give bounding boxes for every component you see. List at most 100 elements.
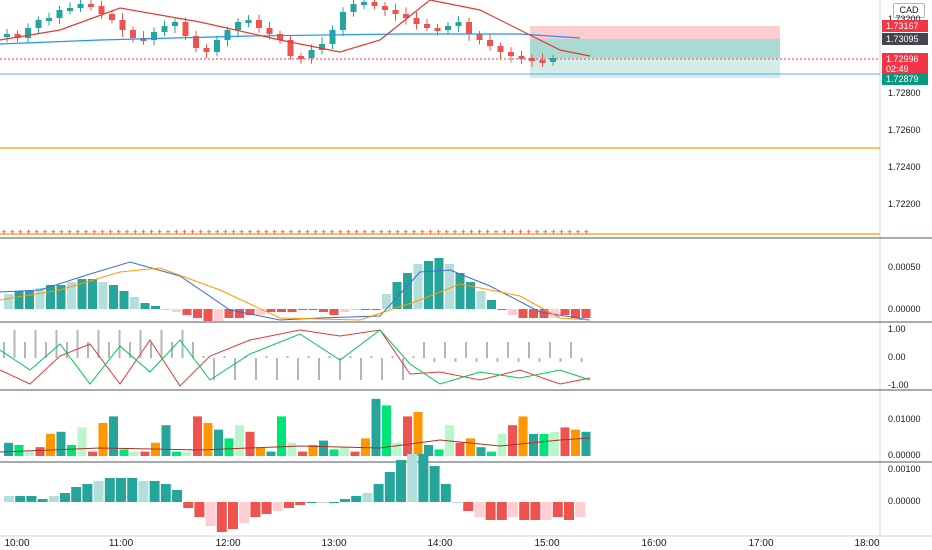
macd-bar	[424, 261, 433, 309]
marker-cross: +	[575, 227, 580, 237]
candle	[46, 18, 52, 21]
osc-bar	[71, 487, 82, 502]
volume-bar	[550, 431, 559, 456]
osc-bar	[519, 502, 530, 520]
volume-bar	[508, 425, 517, 456]
volume-bar	[455, 442, 465, 456]
candle	[182, 22, 189, 36]
osc-bar	[418, 454, 429, 502]
marker-cross: +	[124, 227, 129, 237]
macd-bar	[287, 309, 297, 312]
volume-bar	[182, 451, 192, 456]
stoch-d-line	[0, 329, 591, 385]
osc-bar	[317, 502, 328, 503]
marker-cross: +	[26, 227, 31, 237]
bar-countdown: 02:49	[886, 64, 909, 74]
macd-bar	[539, 309, 549, 318]
osc-bar	[26, 496, 37, 502]
time-label: 10:00	[4, 538, 30, 549]
price-label: 1.72400	[888, 162, 921, 172]
volume-bar	[434, 449, 444, 456]
candle	[203, 48, 210, 52]
macd-bar	[151, 306, 160, 309]
candle	[382, 6, 388, 10]
stop-loss-zone	[530, 26, 780, 39]
marker-cross: +	[190, 227, 195, 237]
macd-bar	[329, 309, 339, 315]
candle	[487, 40, 493, 46]
candle	[298, 56, 304, 59]
candle	[392, 10, 399, 14]
time-label: 14:00	[427, 538, 453, 549]
candle	[497, 46, 504, 52]
volume-bar	[277, 416, 286, 456]
marker-cross: +	[272, 227, 277, 237]
marker-cross: +	[141, 227, 146, 237]
candle	[508, 52, 514, 56]
candle	[161, 26, 168, 32]
ma-price-tag: 1.73095	[882, 33, 928, 45]
time-label: 15:00	[534, 538, 560, 549]
osc-bar	[351, 496, 362, 502]
time-label: 17:00	[748, 538, 774, 549]
macd-bar	[529, 309, 538, 318]
candle	[340, 12, 346, 30]
take-profit-price-tag: 1.72879	[882, 73, 928, 85]
macd-bar	[571, 309, 580, 318]
price-label: 1.72800	[888, 88, 921, 98]
candle	[235, 22, 241, 30]
volume-bar	[340, 447, 349, 456]
marker-cross: +	[493, 227, 498, 237]
volume-bar	[203, 423, 213, 456]
marker-cross: +	[231, 227, 236, 237]
candle	[550, 58, 556, 62]
volume-bar	[224, 438, 234, 456]
osc-bar	[541, 502, 552, 520]
candle	[119, 20, 126, 30]
marker-cross: +	[42, 227, 47, 237]
marker-cross: +	[108, 227, 113, 237]
volume-bar	[371, 398, 381, 456]
volume-bar	[413, 412, 423, 456]
marker-cross: +	[461, 227, 466, 237]
candle	[224, 30, 231, 40]
volume-bar	[403, 416, 412, 456]
candle	[35, 20, 42, 28]
marker-cross: +	[518, 227, 523, 237]
macd-bar	[518, 309, 528, 318]
macd-bar	[455, 273, 465, 309]
marker-cross: +	[379, 227, 384, 237]
marker-cross: +	[223, 227, 228, 237]
marker-cross: +	[182, 227, 187, 237]
time-label: 16:00	[641, 538, 667, 549]
macd-bar	[403, 273, 412, 309]
osc-bar	[429, 466, 440, 502]
osc-bar	[15, 496, 26, 502]
marker-cross: +	[149, 227, 154, 237]
candle	[25, 28, 31, 38]
osc-bar	[474, 502, 485, 517]
volume-bar	[392, 442, 402, 456]
marker-cross: +	[247, 227, 252, 237]
volume-bar	[319, 440, 328, 456]
osc-bar	[373, 484, 384, 502]
macd-bar	[434, 258, 444, 309]
macd-bar	[203, 309, 213, 321]
candle	[403, 14, 409, 18]
volume-bar	[172, 451, 181, 456]
macd-bar	[172, 309, 181, 312]
osc-bar	[37, 499, 48, 502]
macd-bar	[445, 264, 454, 309]
candle	[329, 30, 336, 44]
macd-bar	[140, 303, 150, 309]
currency-label[interactable]: CAD	[893, 3, 925, 18]
volume-bar	[539, 434, 549, 456]
macd-bar	[476, 291, 486, 309]
marker-cross: +	[133, 227, 138, 237]
marker-cross: +	[411, 227, 416, 237]
stoch-label: 1.00	[888, 324, 906, 334]
candle	[214, 40, 220, 52]
marker-cross: +	[403, 227, 408, 237]
